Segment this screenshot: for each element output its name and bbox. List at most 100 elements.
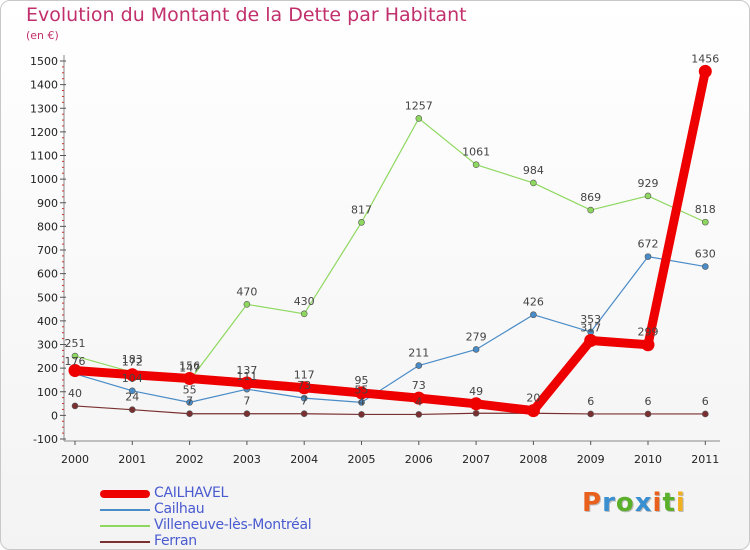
unit-label: (en €) bbox=[26, 29, 59, 42]
data-label-cailhavel: 317 bbox=[580, 321, 601, 334]
series-line-cailhau bbox=[74, 256, 706, 403]
y-tick-label: 1300 bbox=[30, 102, 58, 115]
legend-label: Ferran bbox=[154, 533, 197, 549]
y-tick-label: 1500 bbox=[30, 55, 58, 68]
logo-letter: r bbox=[602, 488, 616, 518]
logo-letter: t bbox=[662, 488, 676, 518]
data-point-cailhavel bbox=[183, 372, 197, 386]
data-point-villeneuve-l-s-montr-al bbox=[243, 301, 251, 308]
data-label-cailhavel: 73 bbox=[412, 379, 426, 392]
data-label-cailhavel: 117 bbox=[294, 369, 315, 382]
legend-label: Cailhau bbox=[154, 501, 205, 517]
data-label-cailhau: 630 bbox=[695, 248, 716, 261]
y-tick-label: -100 bbox=[33, 433, 58, 446]
x-tick-label: 2005 bbox=[348, 453, 376, 466]
data-label-cailhau: 55 bbox=[183, 383, 197, 396]
data-point-cailhau bbox=[644, 253, 652, 260]
data-label-ferran: 40 bbox=[68, 387, 82, 400]
data-label-cailhau: 104 bbox=[122, 372, 143, 385]
y-tick-label: 700 bbox=[37, 244, 58, 257]
data-point-ferran bbox=[644, 410, 652, 418]
data-label-cailhau: 353 bbox=[580, 313, 601, 326]
data-point-cailhavel bbox=[240, 376, 254, 390]
data-label-cailhau: 672 bbox=[638, 238, 659, 251]
data-point-cailhau bbox=[701, 263, 709, 270]
chart-title: Evolution du Montant de la Dette par Hab… bbox=[26, 4, 467, 26]
data-labels: 172 156 137 117 95 73 49 20 317 299 1456 176 104 55 11… bbox=[65, 52, 720, 408]
data-point-ferran bbox=[129, 406, 136, 414]
data-label-ferran: 24 bbox=[125, 391, 139, 404]
data-point-cailhavel bbox=[584, 333, 598, 347]
logo-letter: o bbox=[615, 488, 635, 518]
data-label-cailhau: 426 bbox=[523, 296, 544, 309]
data-point-cailhavel bbox=[68, 363, 82, 377]
data-label-cailhavel: 95 bbox=[355, 374, 369, 387]
x-tick-label: 2006 bbox=[405, 453, 433, 466]
data-label-villeneuve-l-s-montr-al: 147 bbox=[179, 362, 200, 375]
data-point-cailhavel bbox=[125, 368, 139, 382]
data-point-cailhau bbox=[415, 362, 423, 369]
data-label-cailhau: 279 bbox=[466, 330, 487, 343]
y-tick-label: 1000 bbox=[30, 173, 58, 186]
logo-letter: i bbox=[652, 488, 663, 518]
proxiti-logo: Proxiti bbox=[582, 488, 686, 518]
data-point-cailhavel bbox=[698, 64, 712, 78]
data-point-villeneuve-l-s-montr-al bbox=[530, 179, 537, 187]
data-label-villeneuve-l-s-montr-al: 183 bbox=[122, 353, 143, 366]
y-tick-label: 1100 bbox=[30, 150, 58, 163]
data-point-villeneuve-l-s-montr-al bbox=[587, 206, 595, 214]
data-label-ferran: 7 bbox=[243, 395, 250, 408]
data-point-ferran bbox=[358, 411, 365, 418]
data-label-ferran: 7 bbox=[186, 395, 193, 408]
data-point-ferran bbox=[587, 410, 595, 418]
x-tick-label: 2001 bbox=[118, 453, 146, 466]
y-tick-label: 400 bbox=[37, 315, 58, 328]
data-label-ferran: 6 bbox=[702, 395, 709, 408]
data-label-cailhau: 55 bbox=[355, 383, 369, 396]
data-point-ferran bbox=[472, 409, 480, 417]
y-tick-label: 300 bbox=[37, 339, 58, 352]
y-tick-label: 900 bbox=[37, 197, 58, 210]
x-tick-label: 2002 bbox=[176, 453, 204, 466]
data-point-ferran bbox=[243, 410, 251, 418]
data-label-villeneuve-l-s-montr-al: 818 bbox=[695, 203, 716, 216]
x-tick-label: 2004 bbox=[290, 453, 318, 466]
x-tick-label: 2000 bbox=[61, 453, 89, 466]
data-label-ferran: 6 bbox=[645, 395, 652, 408]
data-point-villeneuve-l-s-montr-al bbox=[358, 219, 365, 226]
legend-swatch bbox=[100, 525, 150, 527]
data-point-villeneuve-l-s-montr-al bbox=[472, 161, 480, 169]
data-label-cailhavel: 299 bbox=[638, 326, 659, 339]
data-label-ferran: 4 bbox=[415, 395, 422, 408]
data-point-ferran bbox=[186, 410, 193, 418]
data-label-villeneuve-l-s-montr-al: 1257 bbox=[405, 99, 433, 112]
data-label-villeneuve-l-s-montr-al: 430 bbox=[294, 295, 315, 308]
data-label-ferran: 7 bbox=[301, 395, 308, 408]
data-label-cailhavel: 20 bbox=[526, 392, 540, 405]
data-point-villeneuve-l-s-montr-al bbox=[415, 115, 423, 122]
y-tick-label: 500 bbox=[37, 291, 58, 304]
x-tick-label: 2007 bbox=[462, 453, 490, 466]
data-point-cailhau bbox=[530, 311, 537, 319]
data-point-villeneuve-l-s-montr-al bbox=[701, 218, 709, 226]
data-label-cailhavel: 172 bbox=[122, 356, 143, 369]
y-tick-label: 600 bbox=[37, 268, 58, 281]
series-lines bbox=[68, 64, 712, 418]
series-line-ferran bbox=[74, 405, 706, 416]
x-tick-label: 2008 bbox=[519, 453, 547, 466]
axes: -100 0 100 200 300 400 500 600 700 800 900 1000 1100… bbox=[30, 55, 720, 466]
data-point-villeneuve-l-s-montr-al bbox=[71, 352, 79, 360]
legend-label: CAILHAVEL bbox=[154, 485, 229, 501]
data-point-ferran bbox=[701, 410, 709, 418]
y-tick-label: 1200 bbox=[30, 126, 58, 139]
data-point-cailhau bbox=[472, 346, 480, 353]
y-tick-label: 1400 bbox=[30, 79, 58, 92]
data-label-ferran: 4 bbox=[358, 395, 365, 408]
data-label-cailhavel: 1456 bbox=[691, 52, 719, 65]
data-label-cailhau: 211 bbox=[408, 347, 429, 360]
data-point-cailhavel bbox=[355, 386, 368, 400]
data-point-ferran bbox=[415, 411, 423, 418]
data-label-cailhavel: 156 bbox=[179, 360, 200, 373]
